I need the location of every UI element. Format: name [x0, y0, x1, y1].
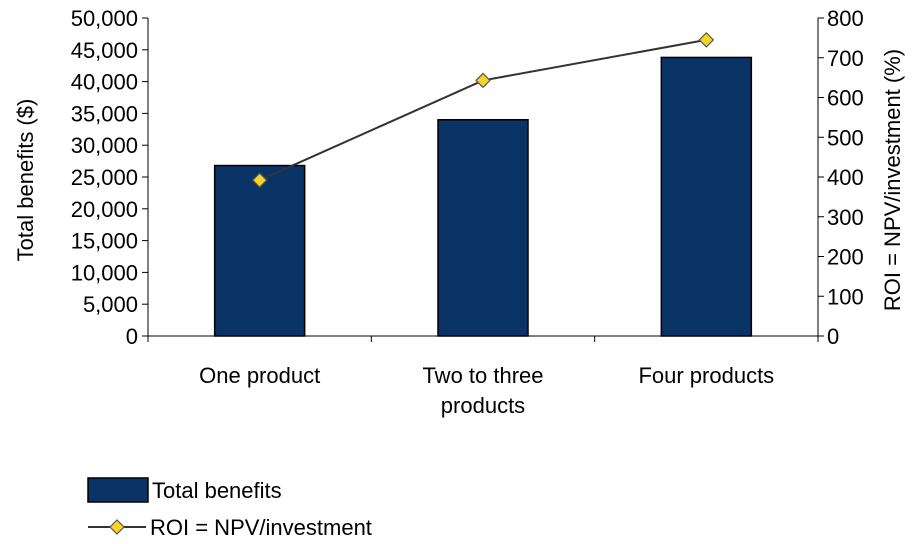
y2-tick-label: 800 — [827, 6, 864, 31]
bar — [660, 56, 753, 337]
roi-line — [251, 32, 715, 189]
x-category-label: products — [441, 393, 525, 418]
y-tick-label: 10,000 — [71, 260, 138, 285]
roi-point — [698, 32, 715, 48]
roi-point — [251, 172, 268, 189]
y2-tick-label: 0 — [827, 324, 839, 349]
y2-tick-label: 200 — [827, 245, 864, 270]
y-tick-label: 20,000 — [71, 197, 138, 222]
y2-tick-label: 400 — [827, 165, 864, 190]
y-tick-label: 5,000 — [83, 292, 138, 317]
x-category-label: Two to three — [422, 363, 543, 388]
y2-tick-label: 600 — [827, 86, 864, 111]
y2-tick-label: 100 — [827, 284, 864, 309]
y-tick-label: 30,000 — [71, 133, 138, 158]
y-axis-title: Total benefits ($) — [13, 99, 38, 262]
y2-tick-label: 500 — [827, 125, 864, 150]
y2-tick-label: 300 — [827, 205, 864, 230]
roi-point — [475, 72, 491, 89]
y-tick-label: 15,000 — [71, 229, 138, 254]
tick-labels: 0 5,000 10,000 15,000 20,000 25,000 30,000 35,0… — [71, 6, 864, 418]
x-category-label: One product — [199, 363, 320, 388]
x-category-label: Four products — [638, 363, 774, 388]
legend-line-label: ROI = NPV/investment — [150, 515, 372, 540]
legend-bar-label: Total benefits — [152, 478, 282, 503]
legend: Total benefits ROI = NPV/investment — [87, 477, 372, 540]
y-tick-label: 40,000 — [71, 70, 138, 95]
legend-bar-swatch — [87, 477, 149, 503]
y2-tick-label: 700 — [827, 46, 864, 71]
y-tick-label: 45,000 — [71, 38, 138, 63]
y-tick-label: 35,000 — [71, 101, 138, 126]
y2-axis-title: ROI = NPV/investment (%) — [880, 49, 905, 311]
y-tick-label: 50,000 — [71, 6, 138, 31]
legend-diamond-icon — [109, 519, 125, 535]
bars — [213, 56, 753, 337]
y-tick-label: 25,000 — [71, 165, 138, 190]
bar — [213, 164, 306, 337]
bar — [437, 119, 529, 337]
y-tick-label: 0 — [126, 324, 138, 349]
